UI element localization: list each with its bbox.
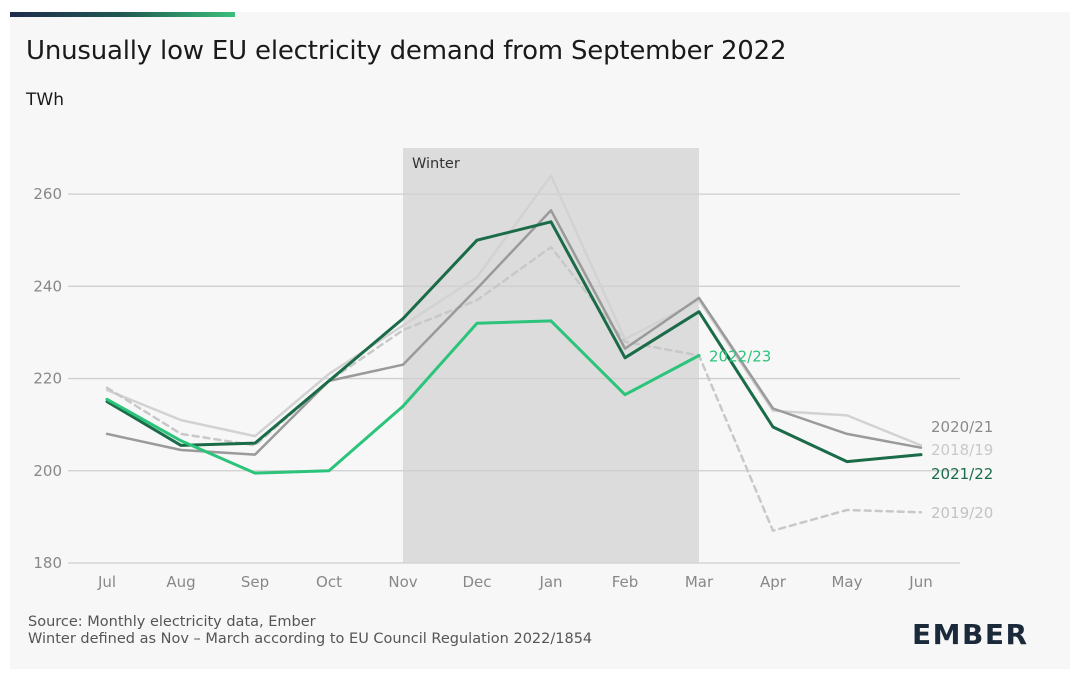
- series-label-2019-20: 2019/20: [931, 504, 993, 522]
- source-text: Source: Monthly electricity data, Ember: [28, 614, 316, 630]
- y-tick-label: 240: [33, 277, 62, 295]
- x-tick-label: Dec: [462, 573, 491, 591]
- x-tick-label: May: [831, 573, 862, 591]
- x-tick-label: Nov: [388, 573, 417, 591]
- x-tick-label: Feb: [612, 573, 639, 591]
- unit-label: TWh: [26, 90, 64, 110]
- winter-note: Winter defined as Nov – March according …: [28, 631, 593, 647]
- accent-bar: [10, 12, 235, 17]
- x-tick-label: Mar: [685, 573, 714, 591]
- ember-logo: EMBER: [912, 618, 1029, 651]
- series-label-2020-21: 2020/21: [931, 418, 993, 436]
- series-label-2018-19: 2018/19: [931, 441, 993, 459]
- chart-title: Unusually low EU electricity demand from…: [26, 36, 787, 66]
- x-tick-label: Sep: [241, 573, 269, 591]
- y-tick-label: 260: [33, 185, 62, 203]
- x-tick-label: Apr: [760, 573, 787, 591]
- series-line-2022-23: [105, 319, 701, 475]
- series-line-2021-22: [105, 220, 923, 464]
- x-tick-label: Oct: [316, 573, 342, 591]
- y-tick-label: 180: [33, 554, 62, 572]
- series-label-2022-23: 2022/23: [709, 348, 771, 366]
- x-tick-label: Jan: [538, 573, 562, 591]
- x-tick-label: Jul: [97, 573, 116, 591]
- series-label-2021-22: 2021/22: [931, 465, 993, 483]
- y-tick-label: 200: [33, 462, 62, 480]
- x-tick-label: Aug: [166, 573, 195, 591]
- y-tick-label: 220: [33, 370, 62, 388]
- winter-band: [403, 148, 699, 563]
- series-line-2020-21: [105, 209, 923, 456]
- source-note: Source: Monthly electricity data, Ember …: [28, 614, 592, 648]
- winter-label: Winter: [412, 156, 460, 172]
- x-tick-label: Jun: [908, 573, 932, 591]
